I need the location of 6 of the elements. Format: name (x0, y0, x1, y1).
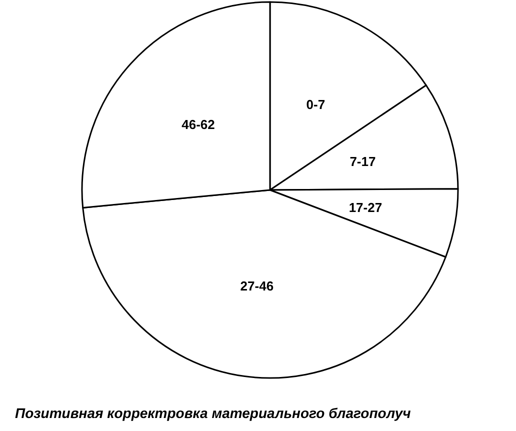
text: Позитивная корректровка материального благополуч (15, 405, 411, 421)
slice-label: 27-46 (240, 278, 274, 294)
slice-label: 46-62 (182, 117, 215, 132)
slice-label: 17-27 (348, 200, 382, 215)
slice-label: 0-7 (306, 96, 326, 112)
slice-label: 7-17 (350, 154, 376, 169)
